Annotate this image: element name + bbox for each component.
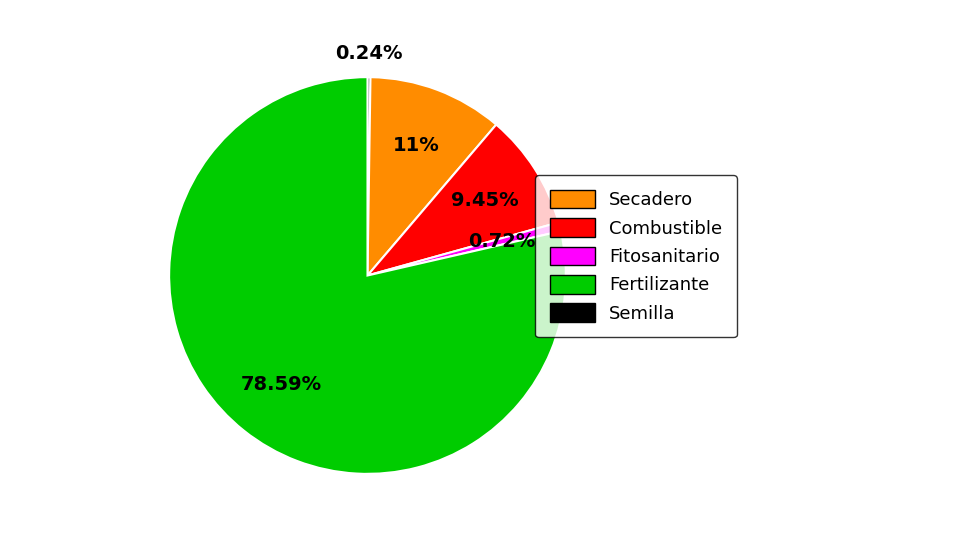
Text: 11%: 11%	[393, 136, 440, 155]
Wedge shape	[368, 77, 370, 276]
Wedge shape	[368, 77, 496, 276]
Text: 0.72%: 0.72%	[468, 232, 536, 251]
Wedge shape	[368, 125, 559, 276]
Text: 9.45%: 9.45%	[451, 191, 518, 210]
Legend: Secadero, Combustible, Fitosanitario, Fertilizante, Semilla: Secadero, Combustible, Fitosanitario, Fe…	[535, 175, 737, 337]
Text: 0.24%: 0.24%	[335, 44, 403, 63]
Wedge shape	[368, 223, 561, 276]
Text: 78.59%: 78.59%	[240, 375, 321, 393]
Wedge shape	[170, 77, 565, 474]
